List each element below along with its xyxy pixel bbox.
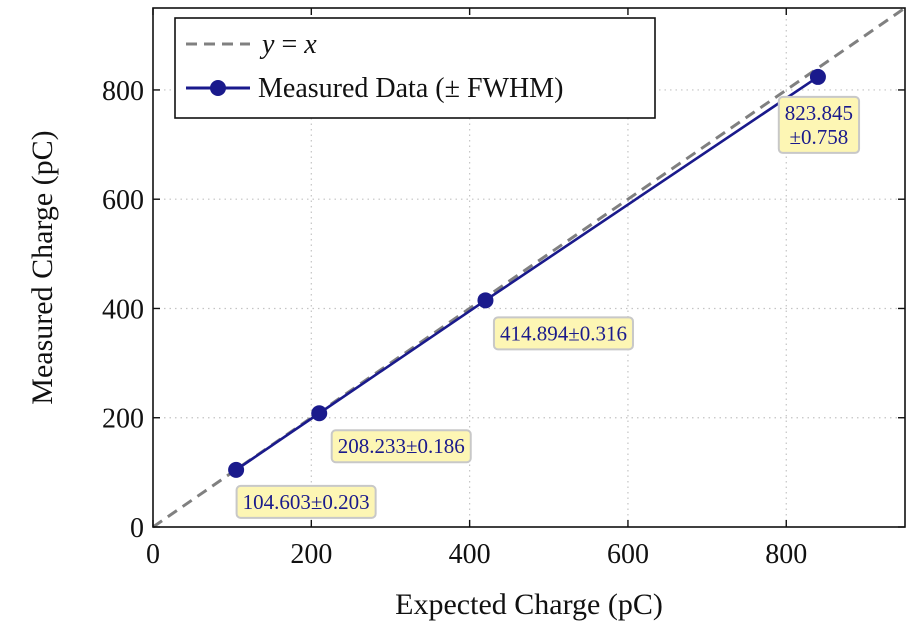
legend-math-x: x — [303, 29, 317, 60]
y-tick-label-600: 600 — [102, 185, 144, 216]
data-point-3 — [477, 292, 494, 309]
x-tick-label-600: 600 — [607, 539, 649, 570]
data-label-3: 414.894±0.316 — [492, 316, 634, 351]
annotations: 104.603±0.203 208.233±0.186 414.894±0.316 8… — [235, 95, 861, 519]
data-label-text-3-1: 414.894±0.316 — [500, 321, 627, 345]
data-label-box-3 — [492, 316, 634, 351]
data-label-2: 208.233±0.186 — [330, 429, 472, 464]
x-tick-label-800: 800 — [765, 539, 807, 570]
y-tick-label-0: 0 — [130, 513, 144, 544]
y-tick-label-400: 400 — [102, 294, 144, 325]
data-label-text-4-1: 823.845 — [785, 101, 853, 125]
data-label-box-2 — [330, 429, 472, 464]
data-label-text-1-1: 104.603±0.203 — [243, 490, 370, 514]
series-line-measured — [235, 75, 819, 471]
data-label-text-4-2: ±0.758 — [790, 125, 849, 149]
data-point-2 — [311, 405, 328, 422]
data-point-1 — [228, 461, 245, 478]
legend-math-eq: = — [274, 29, 304, 60]
series-layer — [152, 6, 906, 529]
legend: y = x Measured Data (± FWHM) — [174, 17, 656, 119]
grid — [153, 8, 905, 527]
data-label-1: 104.603±0.203 — [235, 484, 377, 519]
legend-label-measured: Measured Data (± FWHM) — [258, 73, 563, 104]
data-label-box-4 — [777, 95, 861, 154]
data-label-box-1 — [235, 484, 377, 519]
legend-box — [174, 17, 656, 119]
data-label-4: 823.845±0.758 — [777, 95, 861, 154]
legend-marker-measured — [210, 80, 226, 96]
x-axis-label: Expected Charge (pC) — [395, 588, 663, 621]
x-tick-label-400: 400 — [449, 539, 491, 570]
y-tick-label-800: 800 — [102, 76, 144, 107]
data-point-4 — [809, 68, 826, 85]
y-tick-label-200: 200 — [102, 404, 144, 435]
plot-frame — [152, 7, 906, 528]
legend-label-y-equals-x: y = x — [259, 29, 317, 60]
x-tick-label-200: 200 — [290, 539, 332, 570]
y-axis-label: Measured Charge (pC) — [26, 130, 59, 404]
legend-math-y: y — [259, 29, 275, 60]
data-label-text-2-1: 208.233±0.186 — [338, 434, 465, 458]
x-tick-label-0: 0 — [146, 539, 160, 570]
ticks: 0 200 400 600 800 0 200 400 600 800 — [102, 8, 905, 570]
